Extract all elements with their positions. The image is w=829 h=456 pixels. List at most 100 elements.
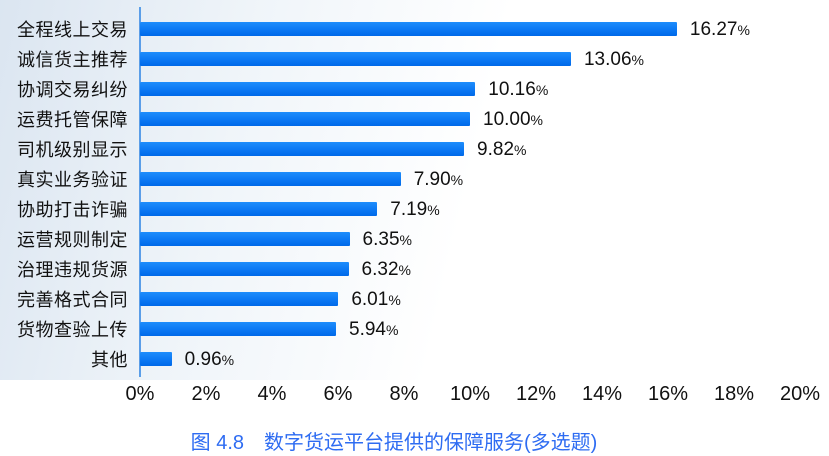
value-label: 7.90% xyxy=(414,170,463,189)
bar xyxy=(140,232,350,246)
category-label: 真实业务验证 xyxy=(17,170,128,190)
percent-sign: % xyxy=(737,21,750,38)
bar-track: 5.94% xyxy=(140,314,800,344)
percent-sign: % xyxy=(386,321,399,338)
percent-sign: % xyxy=(535,81,549,98)
category-label: 诚信货主推荐 xyxy=(17,50,128,70)
x-axis: 0% 2% 4% 6% 8% 10% 12% 14% 16% 18% 20% xyxy=(126,383,820,409)
bar xyxy=(140,22,677,36)
percent-sign: % xyxy=(388,291,401,308)
y-axis-line xyxy=(139,7,141,377)
value-number: 6.01 xyxy=(351,288,389,310)
value-number: 9.82 xyxy=(477,138,515,160)
bar xyxy=(140,262,349,276)
plot-area: 全程线上交易 16.27% 诚信货主推荐 13.06% 协调交易纠纷 10.16… xyxy=(0,14,812,374)
value-label: 5.94% xyxy=(349,320,398,339)
value-number: 10.16 xyxy=(488,78,536,100)
bar xyxy=(140,52,571,66)
value-number: 6.32 xyxy=(361,258,399,280)
category-label: 治理违规货源 xyxy=(17,260,128,280)
percent-sign: % xyxy=(530,111,543,128)
x-tick-label: 8% xyxy=(389,383,419,405)
bar-track: 0.96% xyxy=(140,344,800,374)
value-label: 10.00% xyxy=(483,110,543,129)
bar xyxy=(140,322,337,336)
category-label: 全程线上交易 xyxy=(17,20,128,40)
bar xyxy=(140,352,172,366)
value-label: 13.06% xyxy=(584,50,644,69)
value-label: 16.27% xyxy=(690,20,750,39)
bar-row: 诚信货主推荐 13.06% xyxy=(0,44,812,74)
bar xyxy=(140,172,401,186)
bar-row: 协调交易纠纷 10.16% xyxy=(0,74,812,104)
percent-sign: % xyxy=(631,51,644,68)
bar-track: 6.32% xyxy=(140,254,800,284)
bar-row: 协助打击诈骗 7.19% xyxy=(0,194,812,224)
bar-row: 运营规则制定 6.35% xyxy=(0,224,812,254)
value-number: 5.94 xyxy=(349,318,386,340)
bar-row: 全程线上交易 16.27% xyxy=(0,14,812,44)
percent-sign: % xyxy=(398,261,411,278)
category-label: 运营规则制定 xyxy=(17,230,128,250)
value-label: 6.32% xyxy=(362,260,411,279)
category-label: 其他 xyxy=(91,350,128,370)
x-tick-label: 20% xyxy=(779,383,821,405)
percent-sign: % xyxy=(221,351,235,368)
bar xyxy=(140,142,465,156)
bar-row: 治理违规货源 6.32% xyxy=(0,254,812,284)
x-tick-label: 6% xyxy=(323,383,353,405)
bar-row: 真实业务验证 7.90% xyxy=(0,164,812,194)
x-tick-label: 12% xyxy=(515,383,557,405)
bar xyxy=(140,82,476,96)
bar-row: 完善格式合同 6.01% xyxy=(0,284,812,314)
percent-sign: % xyxy=(399,231,412,248)
bar-row: 运费托管保障 10.00% xyxy=(0,104,812,134)
value-number: 7.19 xyxy=(390,198,428,220)
value-number: 13.06 xyxy=(583,48,632,70)
value-number: 0.96 xyxy=(184,348,222,370)
value-number: 10.00 xyxy=(483,108,531,130)
x-tick-label: 16% xyxy=(647,383,689,405)
category-label: 协助打击诈骗 xyxy=(17,200,128,220)
x-tick-label: 0% xyxy=(125,383,155,405)
bar-row: 司机级别显示 9.82% xyxy=(0,134,812,164)
value-number: 16.27 xyxy=(689,18,738,40)
value-number: 7.90 xyxy=(413,168,451,190)
x-tick-label: 10% xyxy=(449,383,491,405)
bar-track: 7.90% xyxy=(140,164,800,194)
bar-track: 9.82% xyxy=(140,134,800,164)
value-label: 6.01% xyxy=(351,290,400,309)
bar-track: 6.01% xyxy=(140,284,800,314)
value-number: 6.35 xyxy=(362,228,400,250)
bar xyxy=(140,202,378,216)
x-tick-label: 14% xyxy=(581,383,623,405)
bar xyxy=(140,292,339,306)
percent-sign: % xyxy=(450,171,464,188)
category-label: 完善格式合同 xyxy=(17,290,128,310)
bar-row: 货物查验上传 5.94% xyxy=(0,314,812,344)
bar-track: 16.27% xyxy=(140,14,800,44)
x-tick-label: 18% xyxy=(713,383,755,405)
chart-caption: 图 4.8 数字货运平台提供的保障服务(多选题) xyxy=(190,432,598,454)
x-tick-label: 4% xyxy=(257,383,287,405)
bar-row: 其他 0.96% xyxy=(0,344,812,374)
category-label: 货物查验上传 xyxy=(17,320,128,340)
category-label: 协调交易纠纷 xyxy=(17,80,128,100)
x-tick-label: 2% xyxy=(191,383,221,405)
bar-track: 6.35% xyxy=(140,224,800,254)
value-label: 0.96% xyxy=(185,350,234,369)
value-label: 6.35% xyxy=(363,230,412,249)
category-label: 运费托管保障 xyxy=(17,110,128,130)
value-label: 7.19% xyxy=(390,200,439,219)
bar-track: 7.19% xyxy=(140,194,800,224)
bar-track: 13.06% xyxy=(140,44,800,74)
value-label: 9.82% xyxy=(477,140,526,159)
percent-sign: % xyxy=(514,141,527,158)
bar-track: 10.00% xyxy=(140,104,800,134)
value-label: 10.16% xyxy=(488,80,548,99)
bar-track: 10.16% xyxy=(140,74,800,104)
percent-sign: % xyxy=(427,201,440,218)
category-label: 司机级别显示 xyxy=(17,140,128,160)
bar xyxy=(140,112,470,126)
